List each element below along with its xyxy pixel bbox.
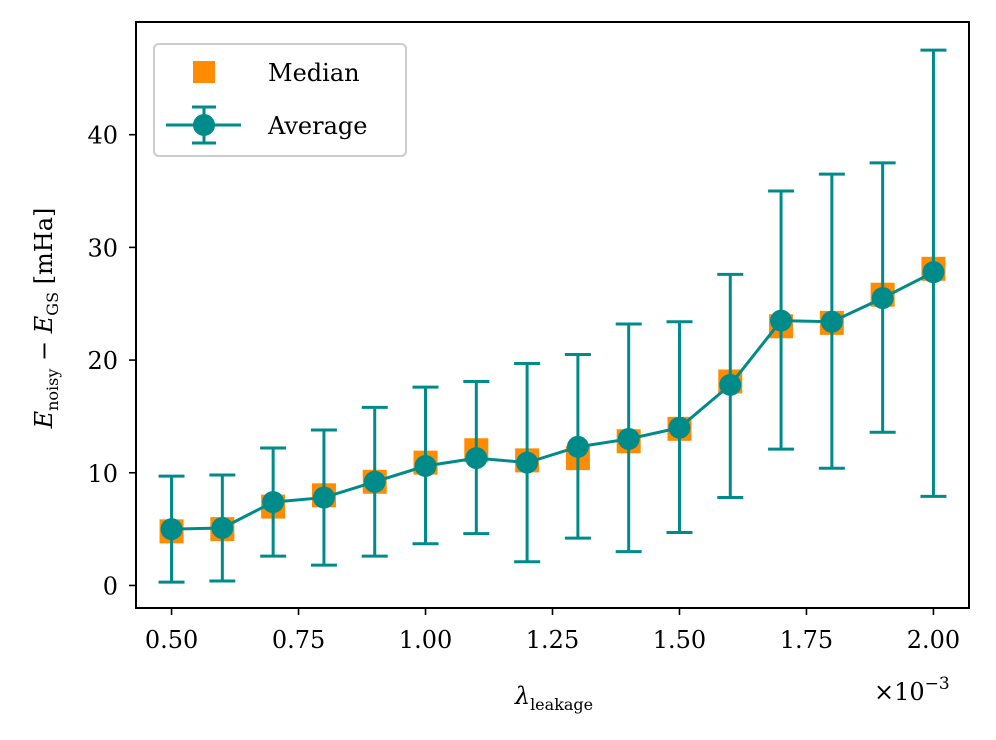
average-marker <box>820 310 843 333</box>
legend-average-label: Average <box>267 112 367 140</box>
legend: Median Average <box>153 43 407 157</box>
y-tick-label: 0 <box>103 572 118 600</box>
plot-area <box>158 48 947 584</box>
x-tick-label: 1.25 <box>526 626 579 654</box>
y-axis-label: Enoisy − EGS [mHa] <box>30 208 62 430</box>
legend-median-marker <box>193 61 215 83</box>
legend-median-label: Median <box>268 59 360 87</box>
x-tick-label: 0.50 <box>145 626 198 654</box>
ticks: 0.50 0.75 1.00 1.25 1.50 1.75 2.00 0 10 20 30 40 <box>87 122 960 654</box>
average-marker <box>516 451 539 474</box>
x-tick-label: 1.00 <box>399 626 452 654</box>
x-axis-label: λleakage <box>514 682 593 714</box>
x-tick-label: 2.00 <box>907 626 960 654</box>
average-marker <box>465 447 488 470</box>
average-marker <box>211 516 234 539</box>
average-marker <box>262 491 285 514</box>
legend-box <box>153 43 407 157</box>
average-marker <box>871 287 894 310</box>
x-tick-label: 0.75 <box>272 626 325 654</box>
average-marker <box>770 309 793 332</box>
average-line <box>171 270 935 531</box>
x-tick-label: 1.75 <box>780 626 833 654</box>
y-tick-label: 40 <box>87 122 118 150</box>
average-marker <box>312 486 335 509</box>
average-marker <box>719 373 742 396</box>
average-marker <box>363 470 386 493</box>
x-axis-multiplier: ×10−3 <box>874 674 950 706</box>
average-marker <box>160 518 183 541</box>
average-marker <box>414 455 437 478</box>
y-tick-label: 10 <box>87 460 118 488</box>
average-marker <box>922 261 945 284</box>
y-tick-label: 30 <box>87 234 118 262</box>
x-tick-label: 1.50 <box>653 626 706 654</box>
y-tick-label: 20 <box>87 347 118 375</box>
legend-average-marker <box>193 114 215 136</box>
average-marker <box>668 416 691 439</box>
average-marker <box>566 435 589 458</box>
average-marker <box>617 427 640 450</box>
